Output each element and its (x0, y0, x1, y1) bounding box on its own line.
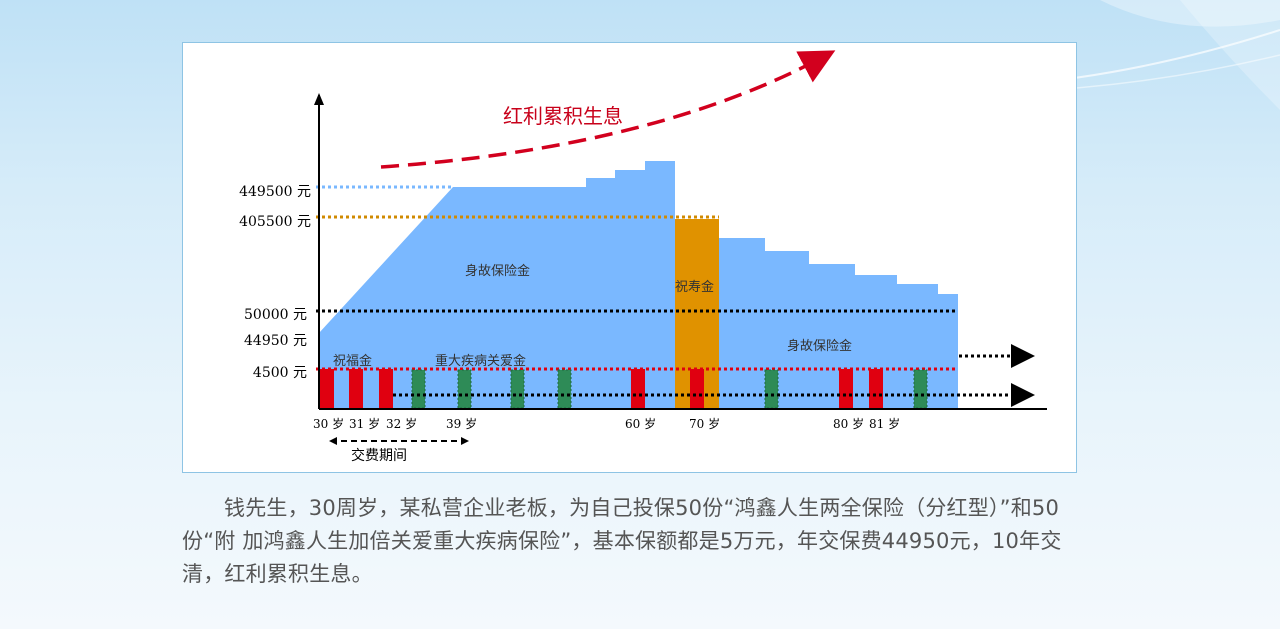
region-label-death-benefit-2: 身故保险金 (787, 338, 852, 354)
critical-illness-bar (913, 369, 928, 409)
payment-period-label: 交费期间 (351, 447, 407, 464)
x-label-81: 81 岁 (869, 416, 900, 431)
blessing-bar (869, 369, 883, 408)
blessing-bar (379, 369, 393, 408)
blessing-benefit-bars (320, 369, 883, 408)
x-label-32: 32 岁 (386, 416, 417, 431)
blessing-bar (349, 369, 363, 408)
critical-illness-bar (764, 369, 779, 409)
critical-illness-bar (510, 369, 525, 409)
insurance-benefit-chart: 红利累积生息 449500 元 405500 元 50000 元 44950 元… (239, 50, 1047, 464)
description-caption: 钱先生，30周岁，某私营企业老板，为自己投保50份“鸿鑫人生两全保险（分红型）”… (182, 496, 1062, 586)
blessing-bar (690, 369, 704, 408)
y-label-44950: 44950 元 (244, 333, 307, 349)
payment-period-arrow-right (461, 437, 469, 445)
chart-panel: 红利累积生息 449500 元 405500 元 50000 元 44950 元… (182, 42, 1077, 473)
critical-illness-bar (411, 369, 426, 409)
x-label-30: 30 岁 (313, 416, 344, 431)
y-label-50000: 50000 元 (244, 307, 307, 323)
region-label-critical-illness: 重大疾病关爱金 (435, 353, 526, 369)
x-label-60: 60 岁 (625, 416, 656, 431)
y-label-405500: 405500 元 (239, 214, 311, 230)
blessing-bar (839, 369, 853, 408)
x-label-31: 31 岁 (349, 416, 380, 431)
y-label-4500: 4500 元 (253, 365, 307, 381)
death-benefit-area-left (319, 161, 675, 408)
x-label-70: 70 岁 (689, 416, 720, 431)
y-axis-arrowhead (314, 93, 324, 105)
payment-period-arrow-left (329, 437, 337, 445)
critical-illness-bar (457, 369, 472, 409)
death-benefit-area-right (719, 238, 958, 408)
dividend-arrow (380, 50, 836, 169)
chart-title: 红利累积生息 (503, 104, 623, 128)
y-label-449500: 449500 元 (239, 184, 311, 200)
x-label-80: 80 岁 (833, 416, 864, 431)
region-label-blessing: 祝福金 (333, 353, 372, 369)
blessing-bar (631, 369, 645, 408)
region-label-survival-benefit: 祝寿金 (675, 279, 714, 295)
critical-illness-bar (557, 369, 572, 409)
x-label-39: 39 岁 (446, 416, 477, 431)
blessing-bar (320, 369, 334, 408)
region-label-death-benefit-1: 身故保险金 (465, 263, 530, 279)
